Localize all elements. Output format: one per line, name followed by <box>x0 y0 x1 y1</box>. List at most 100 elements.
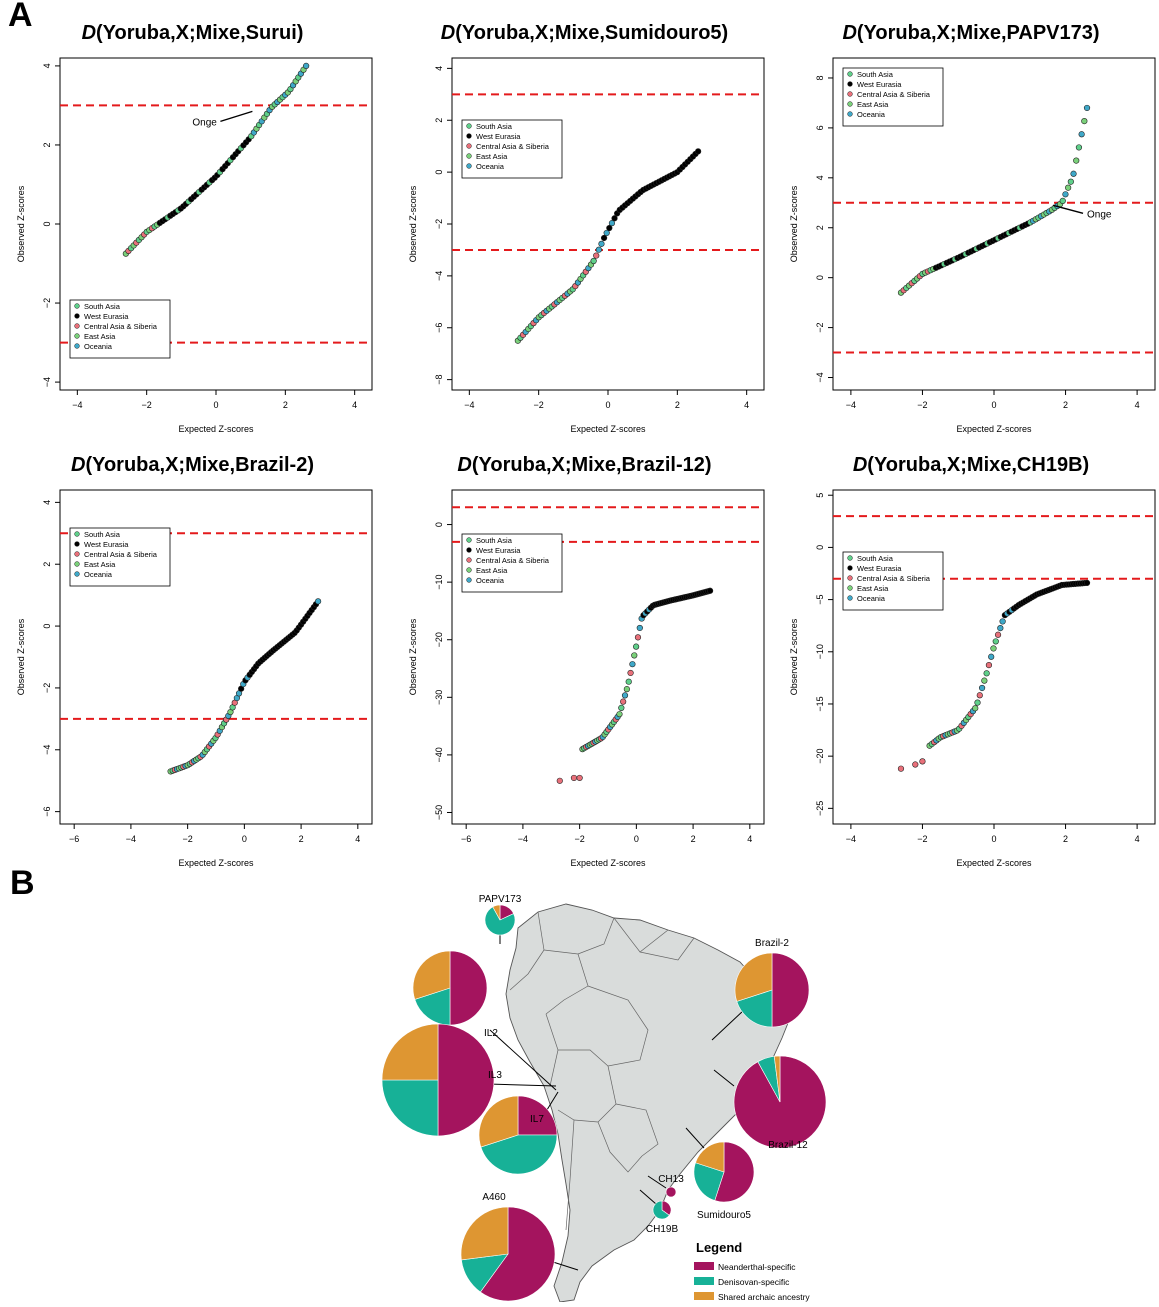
x-tick-label: 0 <box>605 400 610 410</box>
legend-label: East Asia <box>476 566 508 575</box>
pie-slice <box>695 1141 725 1173</box>
y-tick-label: −2 <box>434 219 444 229</box>
data-point <box>919 758 926 765</box>
pie-slice <box>480 1134 558 1175</box>
chart-title-prefix: D <box>852 454 868 476</box>
x-tick-label: 4 <box>1135 400 1140 410</box>
data-point <box>707 587 714 594</box>
y-tick-label: −5 <box>815 594 825 604</box>
pie-ch13: CH13 <box>647 1174 684 1198</box>
pie-slice <box>693 1162 725 1201</box>
legend-swatch <box>466 143 472 149</box>
legend-swatch <box>74 343 80 349</box>
x-tick-label: 2 <box>1063 400 1068 410</box>
legend-swatch <box>74 561 80 567</box>
pie-label: IL7 <box>530 1114 544 1125</box>
legend-label: Neanderthal-specific <box>718 1262 796 1272</box>
y-tick-label: 5 <box>815 493 825 498</box>
pie-brazil-2: Brazil-2 <box>711 938 810 1041</box>
legend-swatch <box>74 571 80 577</box>
pie-slice <box>479 1206 556 1302</box>
qq-plot-grid: D(Yoruba,X;Mixe,Surui) −4 −2 0 2 4 −4 −2 0 2 4 Expe… <box>16 8 1159 872</box>
data-point <box>595 246 602 253</box>
legend-label: Central Asia & Siberia <box>84 550 158 559</box>
country-border <box>639 937 695 961</box>
data-point <box>1083 104 1091 112</box>
data-point <box>972 705 979 712</box>
data-point <box>897 765 905 772</box>
pie-slice <box>665 1186 677 1198</box>
data-point <box>1065 184 1072 191</box>
legend-label: South Asia <box>84 302 121 311</box>
pie-brazil-12: Brazil-12 <box>713 1055 827 1151</box>
data-point <box>576 774 583 782</box>
pie-slice <box>517 1095 558 1136</box>
data-point <box>974 699 981 706</box>
x-tick-label: 2 <box>675 400 680 410</box>
x-tick-label: 0 <box>242 834 247 844</box>
data-point <box>603 229 610 237</box>
y-tick-label: 2 <box>815 225 825 230</box>
qq-plot-svg: −4 −2 0 2 4 −4 −2 0 2 4 6 8 Expected Z-scores Observe… <box>789 57 1156 434</box>
pie-il7: IL7 <box>478 1091 559 1175</box>
x-tick-label: 2 <box>1063 834 1068 844</box>
legend-label: Shared archaic ancestry <box>718 1292 810 1302</box>
map-legend: Legend Neanderthal-specific Denisovan-spec… <box>694 1240 810 1302</box>
y-tick-label: −40 <box>434 747 444 762</box>
x-tick-label: −2 <box>142 400 152 410</box>
legend-label: East Asia <box>84 332 116 341</box>
legend-swatch <box>694 1262 714 1270</box>
pie-leader-line <box>713 1069 735 1087</box>
country-border <box>615 1103 659 1157</box>
data-point <box>303 62 310 70</box>
legend-swatch <box>74 551 80 557</box>
panel-label-a: A <box>8 0 33 34</box>
legend-swatch <box>74 541 80 547</box>
y-tick-label: −30 <box>434 690 444 705</box>
y-tick-label: 0 <box>815 275 825 280</box>
data-point <box>1075 144 1083 151</box>
legend-swatch <box>847 111 853 117</box>
pie-papv173: PAPV173 <box>479 894 522 944</box>
x-tick-label: −4 <box>464 400 474 410</box>
x-tick-label: −4 <box>126 834 136 844</box>
qq-chart: D(Yoruba,X;Mixe,CH19B) −4 −2 0 2 4 −25 −20 −15 −1… <box>783 448 1159 872</box>
pie-leader-line <box>711 1009 745 1041</box>
chart-title-text: (Yoruba,X;Mixe,Surui) <box>96 22 304 44</box>
data-point <box>985 661 993 669</box>
pie-label: Brazil-12 <box>768 1140 808 1151</box>
data-point <box>633 643 640 650</box>
y-tick-label: −10 <box>434 574 444 589</box>
data-point <box>1059 197 1066 204</box>
legend-swatch <box>74 303 80 309</box>
data-point <box>978 684 986 692</box>
annotation-label: Onge <box>1087 209 1112 220</box>
legend-label: Central Asia & Siberia <box>476 556 550 565</box>
legend-label: East Asia <box>857 100 889 109</box>
legend-swatch <box>466 567 472 573</box>
qq-chart: D(Yoruba,X;Mixe,Sumidouro5) −4 −2 0 2 4 −8 −6 −4… <box>392 8 777 436</box>
x-tick-label: 0 <box>634 834 639 844</box>
legend-swatch <box>466 577 472 583</box>
pie-label: IL2 <box>484 1028 498 1039</box>
legend-label: East Asia <box>857 584 889 593</box>
x-tick-label: −2 <box>534 400 544 410</box>
x-tick-label: 4 <box>352 400 357 410</box>
qq-plot-svg: −4 −2 0 2 4 −4 −2 0 2 4 Expected Z-scores Observed … <box>16 57 373 434</box>
y-tick-label: −4 <box>434 271 444 281</box>
x-tick-label: −2 <box>183 834 193 844</box>
data-point <box>616 711 623 718</box>
legend-swatch <box>847 81 853 87</box>
pie-slice <box>381 1023 439 1081</box>
y-tick-label: 8 <box>815 75 825 80</box>
x-tick-label: −4 <box>846 834 856 844</box>
data-point <box>1083 579 1091 586</box>
legend-swatch <box>847 91 853 97</box>
y-tick-label: −4 <box>42 377 52 387</box>
legend-swatch <box>466 163 472 169</box>
legend-label: West Eurasia <box>476 132 521 141</box>
x-tick-label: 4 <box>747 834 752 844</box>
y-tick-label: −6 <box>42 806 52 816</box>
qq-chart: D(Yoruba,X;Mixe,PAPV173) −4 −2 0 2 4 −4 −2 0 2 4 6 8… <box>783 8 1159 436</box>
chart-title-text: (Yoruba,X;Mixe,Sumidouro5) <box>455 22 729 44</box>
